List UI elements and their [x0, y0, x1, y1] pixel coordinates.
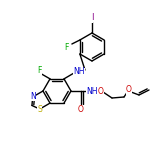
Text: I: I [91, 14, 93, 22]
Text: N: N [30, 92, 36, 101]
Text: S: S [37, 105, 42, 114]
Text: NH: NH [73, 67, 85, 76]
Text: O: O [98, 86, 104, 95]
Text: NH: NH [86, 86, 98, 95]
Text: F: F [37, 66, 42, 75]
Text: O: O [78, 105, 84, 114]
Text: F: F [65, 43, 69, 52]
Text: O: O [126, 85, 132, 95]
